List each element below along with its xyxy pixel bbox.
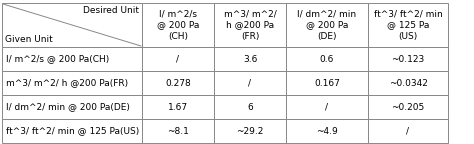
Bar	[286, 95, 368, 119]
Text: ~0.205: ~0.205	[392, 103, 425, 111]
Bar	[2, 95, 142, 119]
Text: ft^3/ ft^2/ min @ 125 Pa(US): ft^3/ ft^2/ min @ 125 Pa(US)	[6, 126, 139, 136]
Text: /: /	[407, 126, 410, 136]
Text: m^3/ m^2/
h @200 Pa
(FR): m^3/ m^2/ h @200 Pa (FR)	[224, 9, 276, 41]
Bar	[286, 47, 368, 71]
Bar	[286, 71, 368, 95]
Text: 0.278: 0.278	[165, 78, 191, 88]
Text: /: /	[248, 78, 252, 88]
Bar	[368, 3, 448, 47]
Text: 0.6: 0.6	[320, 54, 334, 64]
Bar	[286, 3, 368, 47]
Text: ~8.1: ~8.1	[167, 126, 189, 136]
Bar	[214, 3, 286, 47]
Bar	[214, 95, 286, 119]
Text: Given Unit: Given Unit	[5, 35, 53, 44]
Text: l/ m^2/s @ 200 Pa(CH): l/ m^2/s @ 200 Pa(CH)	[6, 54, 109, 64]
Text: m^3/ m^2/ h @200 Pa(FR): m^3/ m^2/ h @200 Pa(FR)	[6, 78, 128, 88]
Bar	[214, 71, 286, 95]
Bar	[142, 3, 214, 47]
Bar	[214, 47, 286, 71]
Text: ~29.2: ~29.2	[237, 126, 264, 136]
Bar	[2, 71, 142, 95]
Text: 3.6: 3.6	[243, 54, 257, 64]
Bar	[368, 119, 448, 143]
Text: l/ m^2/s
@ 200 Pa
(CH): l/ m^2/s @ 200 Pa (CH)	[157, 9, 199, 41]
Bar	[142, 47, 214, 71]
Bar	[2, 47, 142, 71]
Bar	[368, 71, 448, 95]
Text: Desired Unit: Desired Unit	[83, 6, 139, 15]
Text: 1.67: 1.67	[168, 103, 188, 111]
Text: ~0.0342: ~0.0342	[389, 78, 428, 88]
Bar	[142, 95, 214, 119]
Bar	[142, 119, 214, 143]
Bar	[2, 119, 142, 143]
Bar	[2, 3, 142, 47]
Bar	[368, 95, 448, 119]
Text: /: /	[326, 103, 328, 111]
Text: l/ dm^2/ min @ 200 Pa(DE): l/ dm^2/ min @ 200 Pa(DE)	[6, 103, 130, 111]
Bar	[142, 71, 214, 95]
Text: l/ dm^2/ min
@ 200 Pa
(DE): l/ dm^2/ min @ 200 Pa (DE)	[298, 9, 356, 41]
Text: 6: 6	[247, 103, 253, 111]
Bar	[368, 47, 448, 71]
Text: ~0.123: ~0.123	[392, 54, 425, 64]
Text: ~4.9: ~4.9	[316, 126, 338, 136]
Text: ft^3/ ft^2/ min
@ 125 Pa
(US): ft^3/ ft^2/ min @ 125 Pa (US)	[374, 9, 442, 41]
Bar	[214, 119, 286, 143]
Bar	[286, 119, 368, 143]
Text: /: /	[176, 54, 180, 64]
Text: 0.167: 0.167	[314, 78, 340, 88]
